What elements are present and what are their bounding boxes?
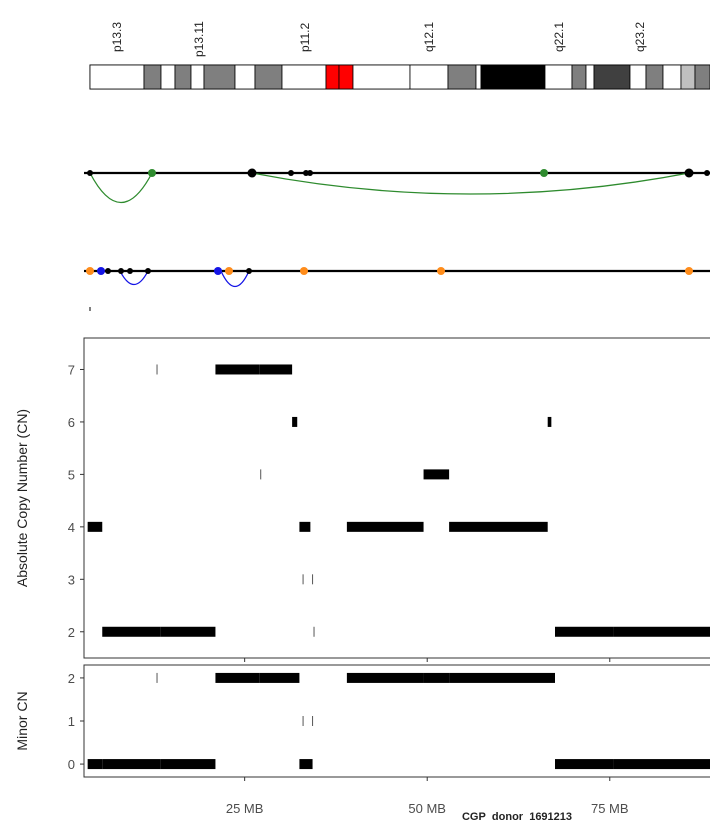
cn-segment [215, 364, 260, 375]
cn-segment [102, 626, 161, 637]
band-label-p11-2: p11.2 [298, 23, 312, 52]
breakpoint-node [225, 267, 233, 275]
breakpoint-node [148, 169, 156, 177]
chromosome-bands [89, 64, 710, 90]
cn-segment [547, 416, 552, 427]
abs-cn-panel: 2 3 4 5 6 7 Absolute Copy Number (CN) [14, 337, 710, 659]
breakpoint-node [307, 170, 313, 176]
minor-cn-y-axis: 0 1 2 [68, 671, 84, 772]
cn-segment [346, 521, 424, 532]
rearrangement-track-1 [84, 168, 710, 203]
breakpoint-node [540, 169, 548, 177]
rearrangement-track-2 [84, 267, 710, 311]
cn-segment [613, 759, 710, 770]
breakpoint-node [214, 267, 222, 275]
cn-segment [423, 469, 450, 480]
cn-segment [613, 626, 710, 637]
cn-segment [299, 521, 311, 532]
breakpoint-node [97, 267, 105, 275]
cn-segment [555, 626, 614, 637]
sv-arc [220, 270, 250, 288]
abs-y-tick-label: 5 [68, 467, 75, 482]
breakpoint-node [437, 267, 445, 275]
breakpoint-node [684, 168, 694, 178]
band-label-q22-1: q22.1 [552, 22, 566, 52]
x-axis: 25 MB 50 MB 75 MB [226, 658, 629, 816]
cn-segment [259, 672, 300, 683]
x-tick-label: 50 MB [408, 801, 446, 816]
band-label-p13-3: p13.3 [110, 22, 124, 52]
cn-segment [160, 626, 216, 637]
x-tick-label: 75 MB [591, 801, 629, 816]
minor-cn-axis-title: Minor CN [14, 691, 30, 750]
chromosome-ideogram: p13.3 p13.11 p11.2 q12.1 q22.1 q23.2 [89, 21, 710, 90]
x-tick-label: 25 MB [226, 801, 264, 816]
cn-segment [346, 672, 424, 683]
centromere-p [325, 64, 340, 90]
abs-y-tick-label: 4 [68, 520, 75, 535]
abs-y-tick-label: 6 [68, 415, 75, 430]
cn-segment [449, 672, 555, 683]
breakpoint-node [246, 268, 252, 274]
breakpoint-node [87, 170, 93, 176]
cn-segment [259, 364, 293, 375]
abs-y-tick-label: 2 [68, 625, 75, 640]
cn-segment [160, 759, 216, 770]
cn-segment [87, 521, 103, 532]
band-label-p13-11: p13.11 [192, 21, 206, 57]
cn-segment [87, 759, 103, 770]
abs-cn-segments [87, 364, 710, 637]
cn-segment [423, 672, 450, 683]
minor-cn-segments [87, 672, 710, 770]
minor-y-tick-label: 2 [68, 671, 75, 686]
breakpoint-node [247, 168, 257, 178]
abs-cn-y-axis: 2 3 4 5 6 7 [68, 362, 84, 640]
band-label-q12-1: q12.1 [422, 22, 436, 52]
breakpoint-node [127, 268, 133, 274]
centromere-q [338, 64, 354, 90]
breakpoint-node [685, 267, 693, 275]
minor-cn-panel: 0 1 2 25 MB 50 MB 75 MB Minor CN [14, 658, 710, 816]
abs-cn-marks [156, 364, 315, 637]
abs-cn-axis-title: Absolute Copy Number (CN) [14, 409, 30, 587]
breakpoint-node [86, 267, 94, 275]
band-label-q23-2: q23.2 [633, 22, 647, 52]
breakpoint-node [704, 170, 710, 176]
sv-arc [89, 172, 153, 203]
cn-segment [449, 521, 548, 532]
breakpoint-node [300, 267, 308, 275]
cn-segment [292, 416, 298, 427]
breakpoint-node [145, 268, 151, 274]
minor-cn-panel-frame [83, 664, 710, 778]
minor-y-tick-label: 0 [68, 757, 75, 772]
cn-segment [299, 759, 313, 770]
breakpoint-node [105, 268, 111, 274]
breakpoint-node [288, 170, 294, 176]
sv-arc [119, 270, 149, 286]
abs-cn-panel-frame [83, 337, 710, 659]
breakpoint-node [118, 268, 124, 274]
cn-segment [555, 759, 614, 770]
sv-arc [251, 172, 690, 195]
minor-y-tick-label: 1 [68, 714, 75, 729]
cn-segment [215, 672, 260, 683]
cn-segment [102, 759, 161, 770]
abs-y-tick-label: 3 [68, 572, 75, 587]
minor-cn-marks [156, 672, 314, 726]
sample-caption: CGP_donor_1691213 [462, 811, 572, 821]
abs-y-tick-label: 7 [68, 362, 75, 377]
